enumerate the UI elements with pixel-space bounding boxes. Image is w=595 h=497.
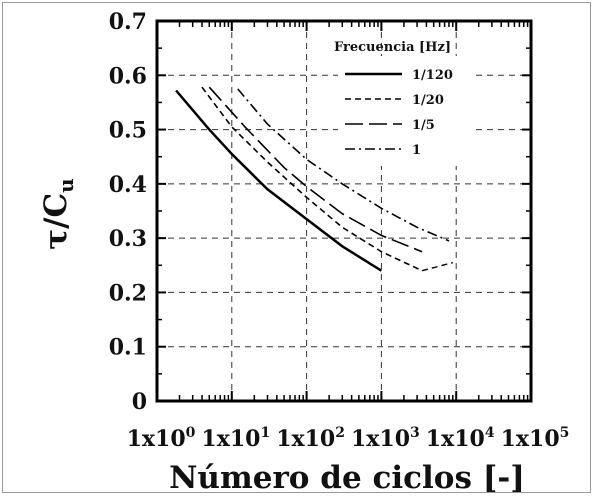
series-line-1-120	[175, 89, 383, 272]
x-axis-title: Número de ciclos [-]	[169, 460, 525, 496]
series-line-extra	[421, 261, 453, 272]
y-tick-label: 0.2	[109, 280, 147, 306]
legend-label: 1/20	[412, 93, 444, 108]
y-tick-label: 0.1	[109, 335, 147, 361]
y-tick-label: 0.7	[109, 9, 147, 35]
legend-label: 1/120	[412, 68, 453, 83]
legend-title: Frecuencia [Hz]	[334, 40, 451, 55]
plot-area-border	[155, 19, 533, 403]
y-tick-label: 0.3	[109, 226, 147, 252]
x-tick-labels: 1x100 1x101 1x102 1x103 1x104 1x105	[127, 425, 570, 452]
x-tick-label: 1x104	[426, 425, 495, 452]
x-tick-label: 1x103	[351, 425, 420, 452]
x-tick-label: 1x102	[276, 425, 345, 452]
figure-frame	[2, 2, 591, 493]
x-tick-label: 1x101	[201, 425, 270, 452]
y-axis-title-main: τ/C	[38, 193, 74, 250]
legend-label: 1/5	[412, 118, 435, 133]
x-tick-label: 1x100	[127, 425, 196, 452]
y-tick-label: 0.6	[109, 63, 147, 89]
legend: Frecuencia [Hz] 1/120 1/20 1/5 1	[334, 40, 474, 166]
y-tick-label: 0.5	[109, 118, 147, 144]
series-line-1	[237, 88, 450, 242]
series-line-1-5	[208, 86, 423, 253]
legend-label: 1	[412, 143, 421, 158]
plot-lines	[175, 86, 453, 272]
series-line-1-20	[201, 86, 423, 272]
y-axis-title: τ/Cu	[38, 178, 78, 249]
y-tick-label: 0	[132, 389, 147, 415]
y-axis-title-sub: u	[54, 178, 78, 193]
y-tick-label: 0.4	[109, 172, 147, 198]
legend-box	[338, 56, 474, 166]
y-tick-labels: 0 0.1 0.2 0.3 0.4 0.5 0.6 0.7	[109, 9, 147, 415]
x-tick-label: 1x105	[501, 425, 570, 452]
